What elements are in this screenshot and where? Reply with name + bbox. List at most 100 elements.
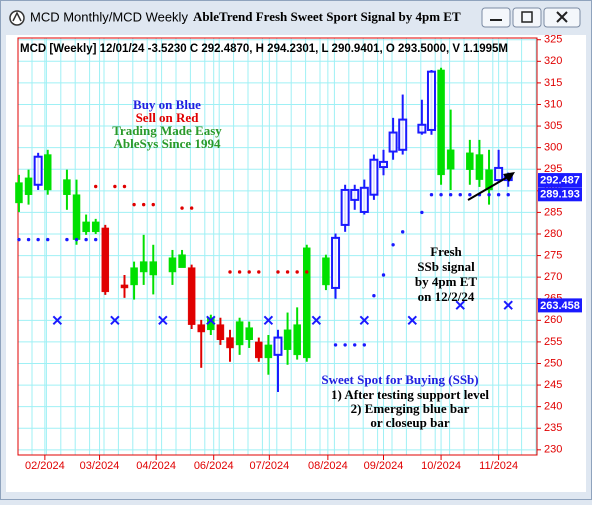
y-tick-label: 255 bbox=[544, 336, 562, 348]
candle-body bbox=[226, 337, 234, 349]
x-marker bbox=[158, 315, 168, 326]
x-marker bbox=[110, 315, 120, 326]
candle-body bbox=[120, 284, 129, 289]
candle-body bbox=[322, 257, 330, 286]
candle-body bbox=[91, 221, 100, 233]
sell-stop-dot bbox=[189, 206, 194, 210]
candle-body bbox=[15, 182, 23, 204]
candle-body bbox=[417, 123, 427, 134]
candle-body bbox=[168, 257, 177, 273]
x-tick-label: 09/2024 bbox=[364, 460, 404, 472]
candle-body bbox=[273, 336, 283, 356]
x-marker bbox=[311, 315, 322, 326]
candle-body bbox=[216, 324, 225, 340]
candle-body bbox=[235, 321, 244, 346]
price-marker bbox=[538, 173, 582, 188]
candle-body bbox=[398, 118, 408, 151]
candle-body bbox=[388, 131, 398, 153]
buy-stop-dot bbox=[400, 230, 405, 234]
maximize-button[interactable] bbox=[512, 7, 542, 28]
sell-stop-dot bbox=[228, 270, 232, 274]
candle-body bbox=[33, 155, 43, 186]
candle-body bbox=[43, 154, 52, 191]
candle-body bbox=[24, 177, 33, 195]
close-glyph bbox=[556, 11, 568, 23]
buy-stop-dot bbox=[74, 237, 79, 242]
sell-stop-dot bbox=[132, 202, 136, 207]
candle-body bbox=[350, 188, 360, 201]
app-icon bbox=[9, 10, 25, 26]
y-tick-label: 285 bbox=[544, 206, 562, 218]
x-marker bbox=[455, 300, 465, 310]
x-marker bbox=[206, 315, 216, 326]
x-marker bbox=[263, 315, 274, 326]
annotation: by 4pm ET bbox=[415, 274, 477, 289]
x-tick-label: 03/2024 bbox=[80, 460, 120, 472]
signal-arrow bbox=[467, 174, 512, 201]
app-icon-glyph bbox=[12, 11, 22, 22]
y-tick-label: 260 bbox=[544, 314, 562, 326]
annotation: Trading Made Easy bbox=[112, 123, 222, 138]
x-tick-label: 11/2024 bbox=[479, 460, 518, 472]
y-tick-label: 320 bbox=[544, 55, 562, 67]
candle-body bbox=[359, 186, 369, 213]
y-tick-label: 240 bbox=[544, 401, 562, 413]
candle-body bbox=[187, 267, 196, 325]
sell-stop-dot bbox=[295, 270, 299, 274]
sell-stop-dot bbox=[94, 184, 98, 189]
price-marker bbox=[538, 298, 582, 313]
buy-stop-dot bbox=[439, 192, 443, 197]
y-tick-label: 245 bbox=[544, 379, 562, 391]
x-tick-label: 10/2024 bbox=[421, 460, 461, 472]
candle-body bbox=[379, 160, 389, 169]
y-tick-label: 270 bbox=[544, 271, 562, 283]
x-marker bbox=[52, 315, 63, 326]
x-tick-label: 04/2024 bbox=[136, 460, 176, 472]
candle-body bbox=[303, 247, 311, 359]
y-tick-label: 300 bbox=[544, 142, 562, 154]
candle-body bbox=[466, 152, 474, 170]
price-marker bbox=[538, 187, 582, 202]
buy-stop-dot bbox=[343, 343, 347, 347]
candle-body bbox=[331, 236, 341, 289]
buy-stop-dot bbox=[496, 192, 501, 197]
buy-stop-dot bbox=[448, 192, 453, 197]
window-title: MCD Monthly/MCD Weekly bbox=[30, 9, 188, 24]
sell-stop-dot bbox=[247, 270, 251, 274]
buy-stop-dot bbox=[46, 237, 50, 242]
annotation: 1) After testing support level bbox=[331, 387, 489, 402]
x-tick-label: 08/2024 bbox=[308, 460, 348, 472]
sell-stop-dot bbox=[257, 270, 261, 274]
sell-stop-dot bbox=[141, 202, 146, 207]
buy-stop-dot bbox=[420, 210, 424, 215]
plot-border bbox=[17, 37, 538, 456]
maximize-glyph bbox=[521, 11, 533, 23]
buy-stop-dot bbox=[391, 243, 395, 247]
y-tick-label: 310 bbox=[544, 98, 562, 110]
sell-stop-dot bbox=[305, 270, 309, 274]
candle-body bbox=[340, 188, 350, 226]
buy-stop-dot bbox=[429, 192, 434, 197]
candle-body bbox=[264, 344, 273, 359]
annotation: AbleSys Since 1994 bbox=[114, 136, 221, 151]
sell-stop-dot bbox=[276, 270, 280, 274]
x-tick-label: 02/2024 bbox=[25, 460, 65, 472]
candle-body bbox=[82, 221, 90, 233]
minimize-button[interactable] bbox=[481, 7, 511, 28]
x-marker bbox=[359, 315, 370, 326]
x-marker bbox=[503, 300, 513, 310]
sell-stop-dot bbox=[122, 184, 127, 189]
annotation: Buy on Blue bbox=[133, 97, 201, 112]
plot-layer bbox=[15, 37, 541, 460]
annotation: Sweet Spot for Buying (SSb) bbox=[321, 372, 478, 387]
buy-stop-dot bbox=[26, 237, 31, 242]
buy-stop-dot bbox=[487, 192, 491, 197]
y-tick-label: 280 bbox=[544, 228, 562, 240]
buy-stop-dot bbox=[65, 237, 69, 242]
buy-stop-dot bbox=[381, 273, 386, 277]
price-marker-label: 289.193 bbox=[540, 189, 580, 201]
sell-stop-dot bbox=[151, 202, 155, 207]
candle-body bbox=[293, 324, 301, 356]
